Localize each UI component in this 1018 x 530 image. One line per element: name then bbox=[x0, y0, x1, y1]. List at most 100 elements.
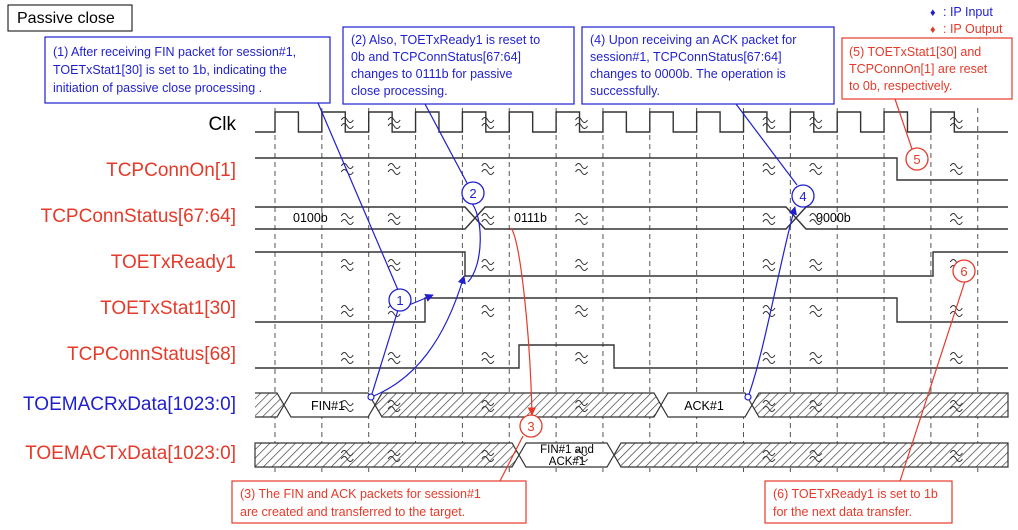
note-box-5 bbox=[841, 37, 1013, 100]
break-mark bbox=[809, 400, 823, 406]
waveform-toetxready1 bbox=[255, 251, 1008, 277]
note-4-line-3: changes to 0000b. The operation is bbox=[590, 67, 786, 81]
break-mark bbox=[340, 305, 354, 311]
callout-5-circle bbox=[905, 147, 929, 171]
break-mark bbox=[575, 406, 588, 412]
legend-input-label: : IP Input bbox=[943, 5, 993, 19]
note-6-line-1: (6) TOETxReady1 is set to 1b bbox=[773, 487, 938, 501]
break-mark bbox=[340, 213, 354, 219]
break-mark bbox=[949, 400, 963, 406]
legend-output-symbol: ♦ bbox=[930, 24, 936, 36]
note-2-line-3: changes to 0111b for passive bbox=[351, 67, 512, 81]
break-mark bbox=[481, 259, 495, 265]
callout-6-number: 6 bbox=[960, 264, 967, 279]
break-marks bbox=[340, 117, 963, 462]
break-mark bbox=[387, 163, 401, 169]
break-mark bbox=[481, 117, 495, 123]
rx-data-bus: FIN#1 ACK#1 bbox=[255, 392, 1009, 418]
signal-label-tcpconnon: TCPConnOn[1] bbox=[106, 160, 236, 181]
break-mark bbox=[340, 456, 354, 462]
signal-label-toetxstat1: TOETxStat1[30] bbox=[100, 298, 236, 319]
break-mark bbox=[387, 358, 401, 364]
break-mark bbox=[575, 163, 588, 169]
callout-4-arrow bbox=[747, 206, 797, 398]
break-mark bbox=[481, 406, 495, 412]
status-value-middle: 0111b bbox=[514, 211, 547, 225]
break-mark bbox=[575, 123, 588, 129]
break-mark bbox=[575, 117, 588, 123]
callout-6-circle bbox=[952, 259, 976, 283]
break-mark bbox=[340, 117, 354, 123]
break-mark bbox=[575, 456, 588, 462]
break-mark bbox=[762, 265, 776, 271]
rx-ack-dot bbox=[744, 393, 752, 401]
break-mark bbox=[949, 123, 963, 129]
callout-5-leader bbox=[894, 98, 913, 150]
note-box-3 bbox=[231, 480, 527, 524]
note-3-line-2: are created and transferred to the targe… bbox=[240, 505, 465, 519]
break-mark bbox=[387, 169, 401, 175]
break-mark bbox=[387, 117, 401, 123]
note-2-line-4: close processing. bbox=[351, 84, 448, 98]
callout-6-leader bbox=[899, 280, 966, 482]
callout-1-circle bbox=[388, 288, 412, 312]
break-mark bbox=[949, 358, 963, 364]
callout-3-leader bbox=[499, 435, 524, 482]
legend-input-symbol: ♦ bbox=[930, 7, 936, 19]
tx-idle-right bbox=[613, 442, 1009, 468]
break-mark bbox=[575, 213, 588, 219]
break-mark bbox=[949, 213, 963, 219]
note-1-line-1: (1) After receiving FIN packet for sessi… bbox=[53, 45, 296, 59]
break-mark bbox=[481, 219, 495, 225]
note-2-line-2: 0b and TCPConnStatus[67:64] bbox=[351, 50, 521, 64]
grid-lines bbox=[274, 108, 979, 472]
note-1-line-3: initiation of passive close processing . bbox=[53, 81, 262, 95]
callout-4-number: 4 bbox=[799, 189, 806, 204]
break-mark bbox=[387, 259, 401, 265]
waveform-clk bbox=[255, 111, 1008, 133]
rx-idle-right bbox=[751, 392, 1009, 418]
callout-connectors bbox=[317, 98, 966, 482]
callout-2-leader bbox=[424, 103, 468, 184]
tx-label-line1: FIN#1 and bbox=[540, 444, 594, 456]
break-mark bbox=[387, 123, 401, 129]
note-5-line-1: (5) TOETxStat1[30] and bbox=[849, 45, 981, 59]
waveform-tcpconnstatus-68 bbox=[255, 344, 1008, 369]
break-mark bbox=[762, 169, 776, 175]
title-box bbox=[7, 4, 133, 32]
break-mark bbox=[809, 358, 823, 364]
break-mark bbox=[949, 311, 963, 317]
callout-3-number: 3 bbox=[527, 419, 534, 434]
break-mark bbox=[340, 311, 354, 317]
break-mark bbox=[762, 117, 776, 123]
break-mark bbox=[575, 352, 588, 358]
break-mark bbox=[809, 169, 823, 175]
tx-idle-left bbox=[254, 442, 520, 468]
break-mark bbox=[387, 265, 401, 271]
tx-label-line2: ACK#1 bbox=[549, 456, 585, 468]
break-mark bbox=[387, 352, 401, 358]
callout-4-leader bbox=[735, 103, 798, 186]
break-mark bbox=[340, 450, 354, 456]
note-box-2 bbox=[342, 26, 575, 105]
callout-1-arrow bbox=[408, 294, 434, 306]
break-mark bbox=[762, 400, 776, 406]
rx-idle-left bbox=[255, 392, 285, 418]
break-mark bbox=[762, 352, 776, 358]
break-mark bbox=[575, 219, 588, 225]
break-mark bbox=[762, 305, 776, 311]
rx-ack-label: ACK#1 bbox=[684, 399, 724, 413]
break-mark bbox=[809, 305, 823, 311]
callout-4-circle bbox=[791, 184, 815, 208]
signal-label-tcpconnstatus-67-64: TCPConnStatus[67:64] bbox=[41, 206, 236, 227]
break-mark bbox=[575, 358, 588, 364]
break-mark bbox=[809, 265, 823, 271]
note-4-line-2: session#1, TCPConnStatus[67:64] bbox=[590, 50, 782, 64]
break-mark bbox=[762, 213, 776, 219]
note-box-6 bbox=[764, 480, 953, 524]
break-mark bbox=[575, 305, 588, 311]
callout-1-link bbox=[370, 309, 399, 398]
signal-label-toemacrxdata: TOEMACRxData[1023:0] bbox=[23, 394, 236, 415]
